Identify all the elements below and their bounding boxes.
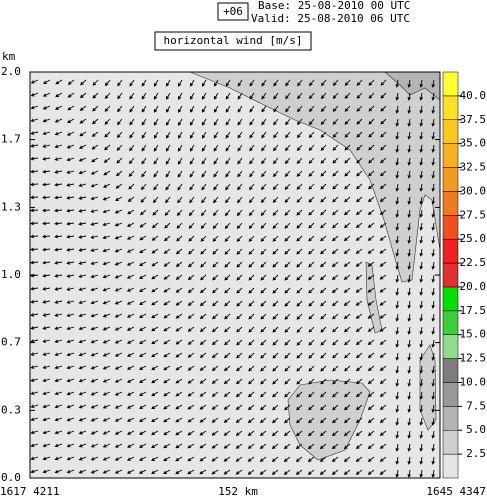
base-time: Base: 25-08-2010 00 UTC bbox=[258, 0, 410, 12]
colorbar-label: 22.5 bbox=[460, 256, 487, 269]
colorbar-bin bbox=[442, 406, 459, 431]
run-box bbox=[217, 2, 249, 21]
colorbar-label: 35.0 bbox=[460, 137, 487, 150]
run-label: +06 bbox=[223, 5, 243, 18]
colorbar-label: 37.5 bbox=[460, 113, 487, 126]
colorbar-label: 20.0 bbox=[460, 280, 487, 293]
colorbar-label: 2.5 bbox=[466, 447, 486, 460]
chart-title: horizontal wind [m/s] bbox=[163, 34, 302, 47]
y-tick-label: 1.0 bbox=[1, 268, 21, 281]
colorbar-bin bbox=[442, 238, 459, 264]
colorbar-bin bbox=[442, 95, 459, 121]
colorbar-label: 7.5 bbox=[466, 399, 486, 412]
colorbar-bin bbox=[442, 358, 459, 383]
y-tick-label: 1.7 bbox=[1, 133, 21, 146]
title-box bbox=[154, 31, 312, 51]
y-axis-label: km bbox=[2, 50, 16, 63]
shaded-region bbox=[189, 71, 441, 283]
colorbar-bin bbox=[442, 167, 459, 192]
colorbar-bin bbox=[442, 191, 459, 216]
x-label: 1617 4211 bbox=[0, 485, 60, 498]
colorbar-label: 10.0 bbox=[460, 375, 487, 388]
colorbar-label: 40.0 bbox=[460, 89, 487, 102]
colorbar-label: 12.5 bbox=[460, 352, 487, 365]
colorbar-label: 32.5 bbox=[460, 161, 487, 174]
plot-area bbox=[29, 71, 441, 479]
colorbar-label: 17.5 bbox=[460, 304, 487, 317]
colorbar-bin bbox=[442, 215, 459, 240]
colorbar-label: 15.0 bbox=[460, 328, 487, 341]
wind-arrows bbox=[30, 79, 436, 478]
y-tick-label: 0.7 bbox=[1, 336, 21, 349]
y-tick-label: 0.3 bbox=[1, 403, 21, 416]
colorbar-bin bbox=[442, 429, 459, 455]
colorbar-label: 5.0 bbox=[466, 423, 486, 436]
colorbar-bin bbox=[442, 453, 459, 479]
colorbar-bin bbox=[442, 382, 459, 407]
colorbar-bin bbox=[442, 310, 459, 335]
colorbar-bin bbox=[442, 262, 459, 288]
colorbar-bin bbox=[442, 71, 459, 97]
x-label: 1645 4347 bbox=[426, 485, 486, 498]
colorbar-label: 30.0 bbox=[460, 184, 487, 197]
colorbar-bin bbox=[442, 119, 459, 144]
colorbar-bin bbox=[442, 334, 459, 359]
colorbar-label: 27.5 bbox=[460, 208, 487, 221]
y-tick-label: 2.0 bbox=[1, 65, 21, 78]
colorbar-label: 25.0 bbox=[460, 232, 487, 245]
colorbar-bin bbox=[442, 286, 459, 312]
y-tick-label: 1.3 bbox=[1, 200, 21, 213]
x-label: 152 km bbox=[218, 485, 258, 498]
colorbar-bin bbox=[442, 143, 459, 168]
valid-time: Valid: 25-08-2010 06 UTC bbox=[251, 12, 410, 25]
y-tick-label: 0.0 bbox=[1, 471, 21, 484]
